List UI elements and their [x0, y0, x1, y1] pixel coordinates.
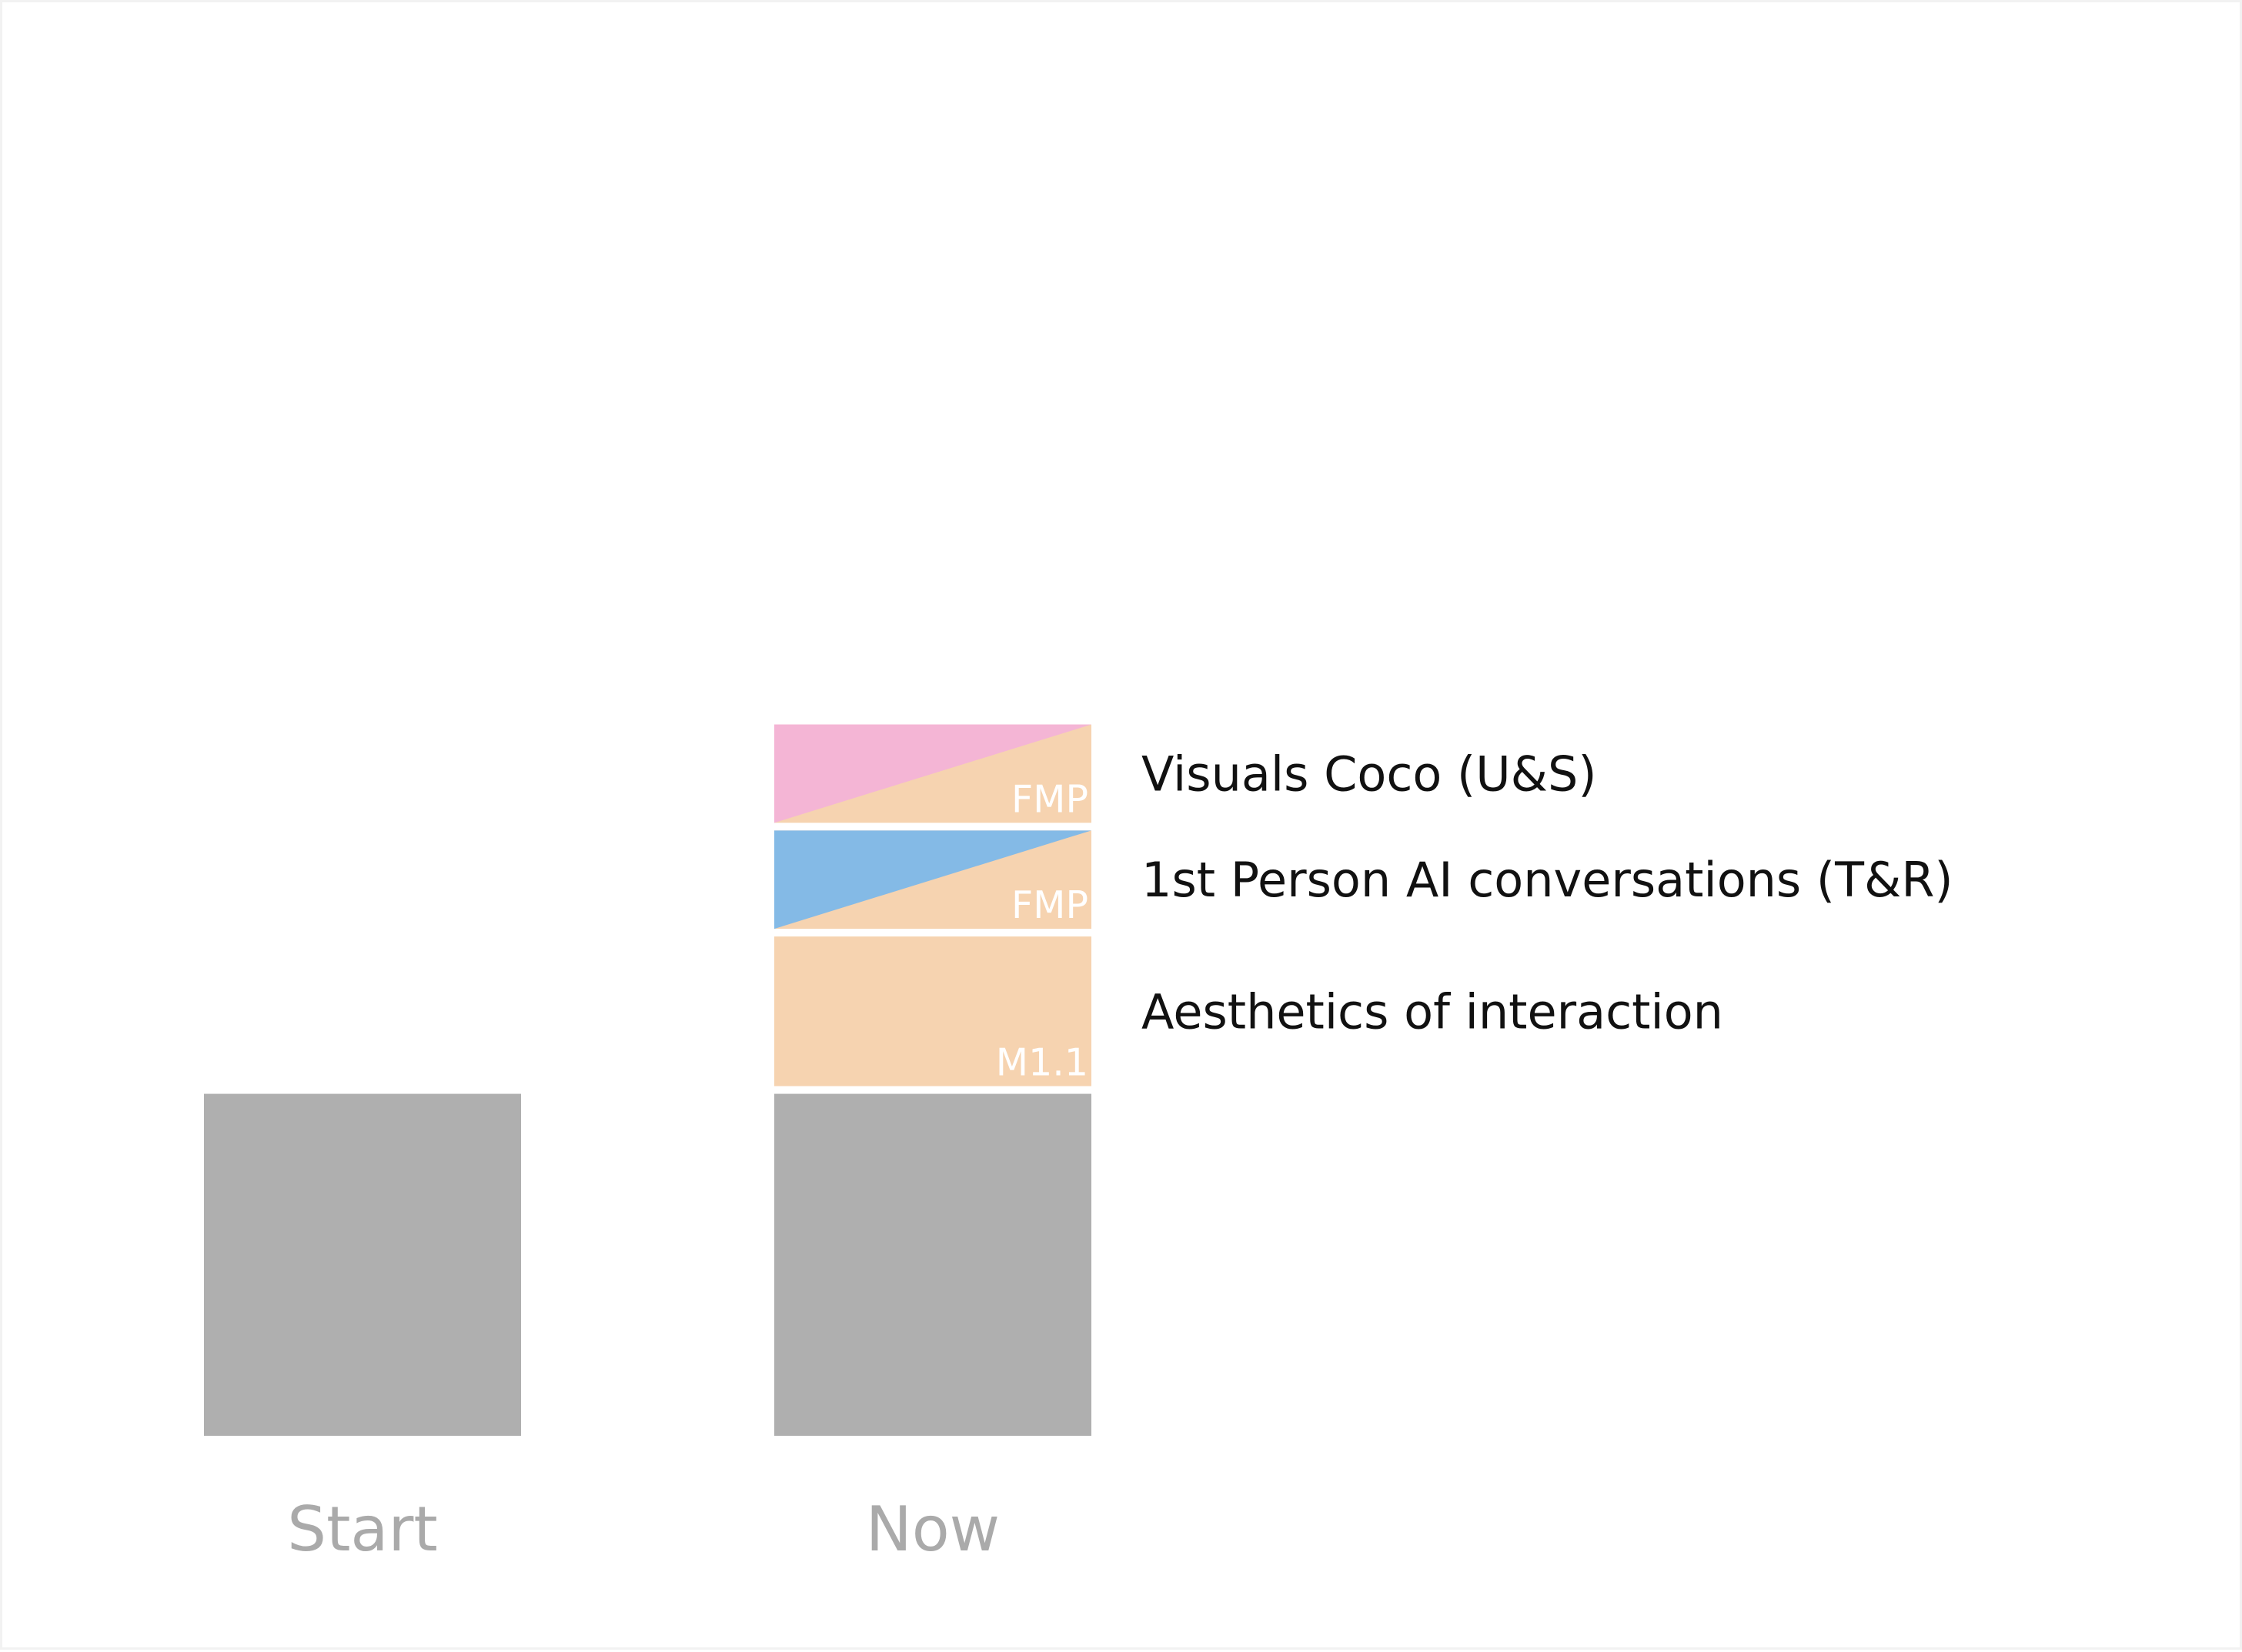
segment-accent-1st-person-ai-conversations-t-r	[774, 830, 1091, 929]
base-bar-start	[204, 1093, 521, 1436]
x-tick-label-start: Start	[287, 1493, 437, 1565]
segment-tag-aesthetics-of-interaction: M1.1	[996, 1041, 1088, 1085]
segment-tag-visuals-coco-u-s: FMP	[1011, 777, 1088, 821]
segment-aesthetics-of-interaction	[774, 936, 1091, 1086]
base-bar-now	[774, 1093, 1091, 1436]
segment-tag-1st-person-ai-conversations-t-r: FMP	[1011, 883, 1088, 927]
x-tick-label-now: Now	[866, 1493, 1000, 1565]
segment-label-visuals-coco-u-s: Visuals Coco (U&S)	[1141, 746, 1597, 802]
segment-label-1st-person-ai-conversations-t-r: 1st Person AI conversations (T&R)	[1141, 852, 1953, 908]
segment-accent-visuals-coco-u-s	[774, 724, 1091, 823]
segment-label-aesthetics-of-interaction: Aesthetics of interaction	[1141, 983, 1723, 1040]
